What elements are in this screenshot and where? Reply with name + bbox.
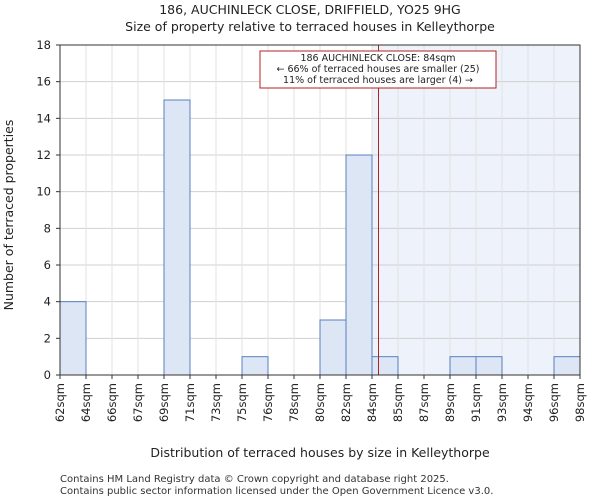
y-tick-label: 16 (36, 75, 51, 89)
x-tick-label: 91sqm (469, 383, 483, 422)
bar-96sqm (553, 356, 581, 376)
x-tick-label: 87sqm (417, 383, 431, 422)
x-tick-label: 94sqm (521, 383, 535, 422)
bar-80sqm (319, 319, 347, 376)
y-tick-label: 18 (36, 38, 51, 52)
bar-91sqm (475, 356, 503, 376)
x-tick-label: 84sqm (365, 383, 379, 422)
x-tick-label: 71sqm (183, 383, 197, 422)
bar-69sqm (163, 99, 191, 376)
bar-75sqm (241, 356, 269, 376)
x-tick-label: 76sqm (261, 383, 275, 422)
bar-89sqm (449, 356, 477, 376)
bar-82sqm (345, 154, 373, 376)
y-tick-label: 2 (44, 331, 51, 345)
x-tick-label: 64sqm (79, 383, 93, 422)
annotation-line3: 11% of terraced houses are larger (4) → (283, 75, 473, 86)
x-tick-label: 96sqm (547, 383, 561, 422)
plot-area: 0 2 4 6 8 10 12 14 16 18 62sqm 64sqm 66sqm 67sqm 69sq… (36, 38, 587, 422)
footer-line1: Contains HM Land Registry data © Crown c… (60, 474, 449, 485)
y-tick-label: 12 (36, 148, 51, 162)
y-tick-label: 6 (44, 258, 51, 272)
x-tick-label: 66sqm (105, 383, 119, 422)
x-tick-label: 80sqm (313, 383, 327, 422)
annotation-frame (259, 50, 497, 89)
x-tick-label: 62sqm (53, 383, 67, 422)
y-tick-label: 4 (44, 295, 51, 309)
y-tick-label: 10 (36, 185, 51, 199)
x-axis-label: Distribution of terraced houses by size … (150, 445, 490, 460)
chart-title-line2: Size of property relative to terraced ho… (125, 19, 495, 34)
x-tick-label: 98sqm (573, 383, 587, 422)
x-tick-label: 93sqm (495, 383, 509, 422)
bar-84sqm (371, 356, 399, 376)
footer-line2: Contains public sector information licen… (60, 486, 493, 497)
y-tick-label: 8 (44, 221, 51, 235)
annotation-box: 186 AUCHINLECK CLOSE: 84sqm ← 66% of ter… (259, 50, 497, 89)
y-tick-label: 0 (44, 368, 51, 382)
x-tick-label: 78sqm (287, 383, 301, 422)
y-axis-label: Number of terraced properties (1, 120, 16, 311)
x-tick-label: 82sqm (339, 383, 353, 422)
x-tick-label: 85sqm (391, 383, 405, 422)
x-tick-label: 67sqm (131, 383, 145, 422)
x-tick-label: 89sqm (443, 383, 457, 422)
y-tick-label: 14 (36, 111, 51, 125)
x-axis-ticks: 62sqm 64sqm 66sqm 67sqm 69sqm 71sqm 73sqm 75sqm… (53, 375, 587, 422)
annotation-line2: ← 66% of terraced houses are smaller (25… (276, 64, 479, 75)
chart-title-line1: 186, AUCHINLECK CLOSE, DRIFFIELD, YO25 9… (159, 2, 461, 17)
x-tick-label: 73sqm (209, 383, 223, 422)
bars (59, 99, 581, 376)
x-tick-label: 69sqm (157, 383, 171, 422)
annotation-line1: 186 AUCHINLECK CLOSE: 84sqm (300, 53, 455, 64)
bar-62sqm (59, 301, 87, 376)
x-tick-label: 75sqm (235, 383, 249, 422)
